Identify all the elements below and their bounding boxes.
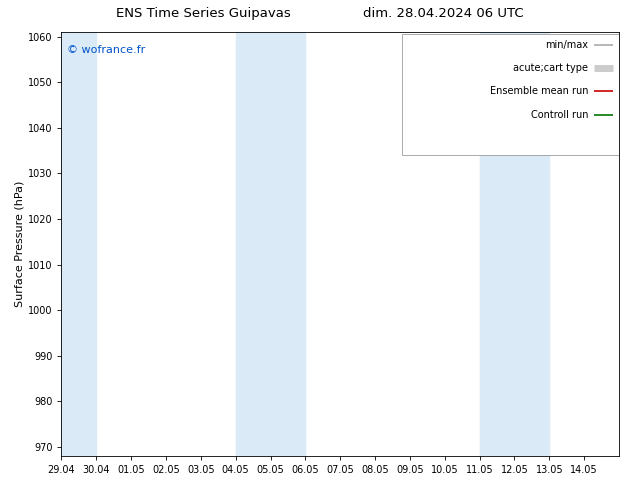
FancyBboxPatch shape: [401, 34, 619, 155]
Text: Controll run: Controll run: [531, 110, 588, 120]
Text: © wofrance.fr: © wofrance.fr: [67, 45, 145, 55]
Text: Ensemble mean run: Ensemble mean run: [490, 87, 588, 97]
Text: dim. 28.04.2024 06 UTC: dim. 28.04.2024 06 UTC: [363, 7, 524, 21]
Y-axis label: Surface Pressure (hPa): Surface Pressure (hPa): [15, 181, 25, 307]
Bar: [236, 32, 306, 456]
Bar: [479, 32, 549, 456]
Text: ENS Time Series Guipavas: ENS Time Series Guipavas: [115, 7, 290, 21]
Text: min/max: min/max: [545, 40, 588, 50]
Bar: [44, 32, 96, 456]
Text: acute;cart type: acute;cart type: [514, 63, 588, 73]
